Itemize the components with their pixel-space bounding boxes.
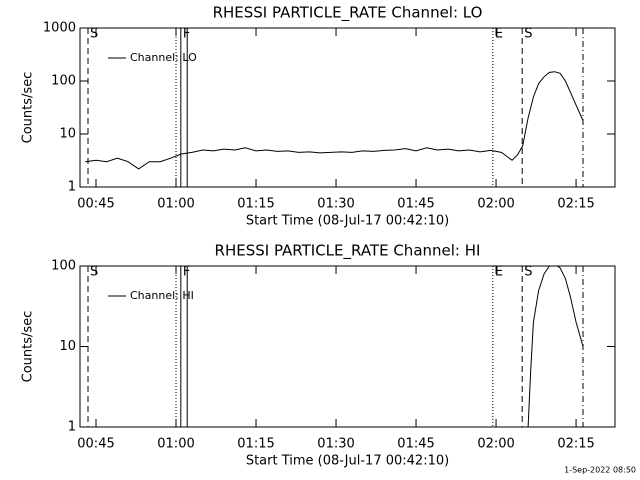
- x-tick-label: 01:00: [157, 437, 194, 452]
- x-tick-label: 01:30: [317, 437, 354, 452]
- y-tick-label: 1: [68, 420, 76, 435]
- y-tick-label: 1000: [43, 21, 76, 36]
- x-tick-label: 00:45: [77, 197, 114, 212]
- y-tick-label: 1: [68, 180, 76, 195]
- y-tick-label: 100: [51, 259, 76, 274]
- x-tick-label: 02:00: [477, 437, 514, 452]
- marker-label: S: [524, 265, 532, 280]
- plot-frame: [79, 27, 616, 188]
- x-tick-label: 01:30: [317, 197, 354, 212]
- marker-label: S: [524, 27, 532, 42]
- y-tick-label: 100: [51, 74, 76, 89]
- marker-label: F: [183, 265, 190, 280]
- marker-label: S: [90, 265, 98, 280]
- y-tick-label: 10: [59, 127, 76, 142]
- data-line: [85, 71, 584, 170]
- timestamp: 1-Sep-2022 08:50: [564, 466, 636, 475]
- x-tick-label: 01:15: [237, 197, 274, 212]
- x-tick-label: 02:15: [557, 437, 594, 452]
- x-axis-label: Start Time (08-Jul-17 00:42:10): [246, 214, 449, 229]
- x-tick-label: 01:45: [397, 197, 434, 212]
- x-tick-label: 00:45: [77, 437, 114, 452]
- x-tick-label: 02:00: [477, 197, 514, 212]
- y-axis-label: Counts/sec: [21, 72, 36, 144]
- legend-label: Channel: LO: [130, 51, 197, 64]
- marker-label: E: [495, 27, 503, 42]
- marker-label: S: [90, 27, 98, 42]
- x-tick-label: 01:15: [237, 437, 274, 452]
- data-line: [527, 266, 584, 427]
- x-tick-label: 01:00: [157, 197, 194, 212]
- x-tick-label: 01:45: [397, 437, 434, 452]
- marker-label: F: [183, 27, 190, 42]
- x-tick-label: 02:15: [557, 197, 594, 212]
- chart-title: RHESSI PARTICLE_RATE Channel: LO: [213, 4, 483, 23]
- x-axis-label: Start Time (08-Jul-17 00:42:10): [246, 454, 449, 469]
- marker-label: E: [495, 265, 503, 280]
- y-axis-label: Counts/sec: [21, 311, 36, 383]
- chart-title: RHESSI PARTICLE_RATE Channel: HI: [215, 242, 481, 261]
- y-tick-label: 10: [59, 339, 76, 354]
- legend-label: Channel: HI: [130, 289, 194, 302]
